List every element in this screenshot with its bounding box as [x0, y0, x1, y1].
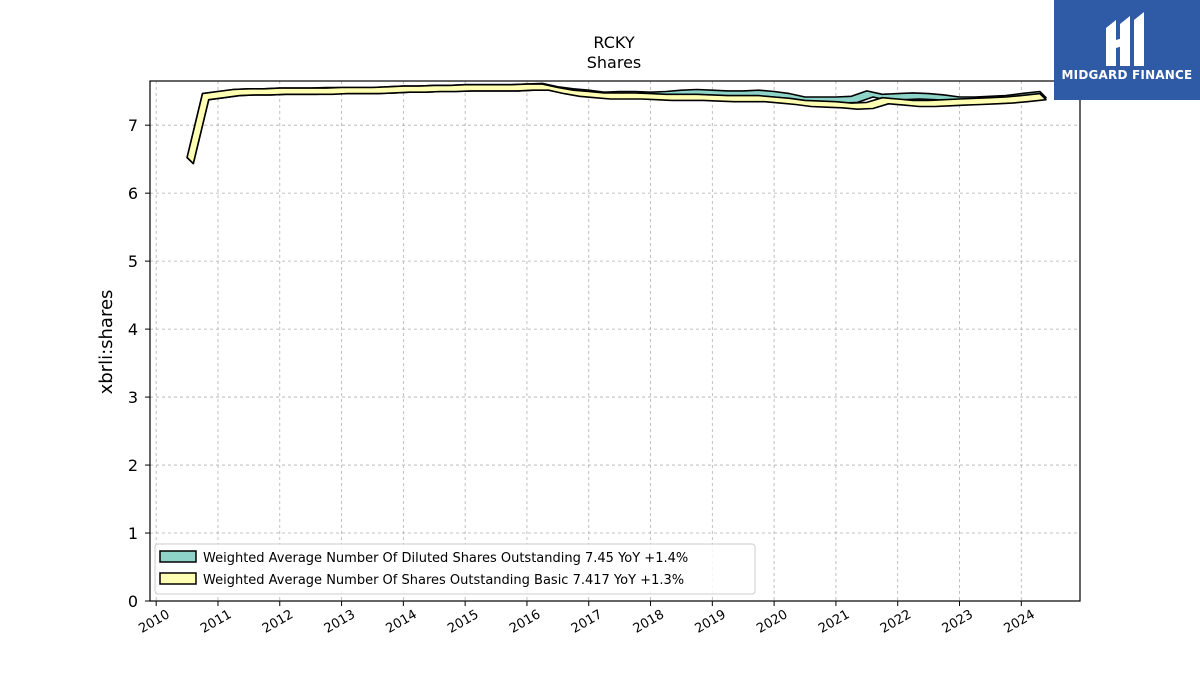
y-tick-label: 1: [128, 524, 138, 543]
series-area-1: [186, 83, 1047, 165]
x-tick-label: 2014: [384, 607, 420, 637]
y-tick-label: 4: [128, 320, 138, 339]
brand-logo-icon: [1106, 12, 1144, 66]
plot-areas: [186, 82, 1047, 165]
legend-swatch-basic: [159, 572, 197, 585]
x-tick-label: 2010: [136, 607, 172, 637]
x-tick-label: 2015: [445, 607, 481, 637]
x-tick-label: 2013: [322, 607, 358, 637]
brand-logo: MIDGARD FINANCE: [1054, 0, 1200, 100]
x-tick-label: 2022: [878, 607, 914, 637]
legend-swatch-diluted: [159, 550, 197, 563]
x-tick-label: 2019: [692, 607, 728, 637]
x-tick-label: 2024: [1001, 607, 1037, 637]
plot-frame: [149, 80, 1081, 602]
y-tick-label: 2: [128, 456, 138, 475]
y-axis-label: xbrli:shares: [96, 290, 117, 395]
legend: Weighted Average Number Of Diluted Share…: [154, 543, 756, 595]
y-tick-label: 0: [128, 592, 138, 611]
grid: [150, 81, 1080, 602]
y-tick-label: 6: [128, 184, 138, 203]
x-tick-label: 2016: [507, 607, 543, 637]
y-tick-label: 3: [128, 388, 138, 407]
legend-label-basic: Weighted Average Number Of Shares Outsta…: [203, 573, 684, 588]
chart-subtitle: Shares: [587, 53, 642, 72]
legend-label-diluted: Weighted Average Number Of Diluted Share…: [203, 551, 688, 566]
chart-title: RCKY: [593, 33, 634, 52]
x-tick-label: 2011: [198, 607, 234, 637]
y-tick-label: 5: [128, 252, 138, 271]
x-tick-label: 2021: [816, 607, 852, 637]
x-tick-label: 2018: [631, 607, 667, 637]
x-tick-label: 2020: [754, 607, 790, 637]
y-tick-label: 7: [128, 116, 138, 135]
x-tick-label: 2012: [260, 607, 296, 637]
legend-box: [154, 543, 756, 595]
x-tick-label: 2023: [940, 607, 976, 637]
x-tick-label: 2017: [569, 607, 605, 637]
brand-name: MIDGARD FINANCE: [1061, 68, 1193, 82]
